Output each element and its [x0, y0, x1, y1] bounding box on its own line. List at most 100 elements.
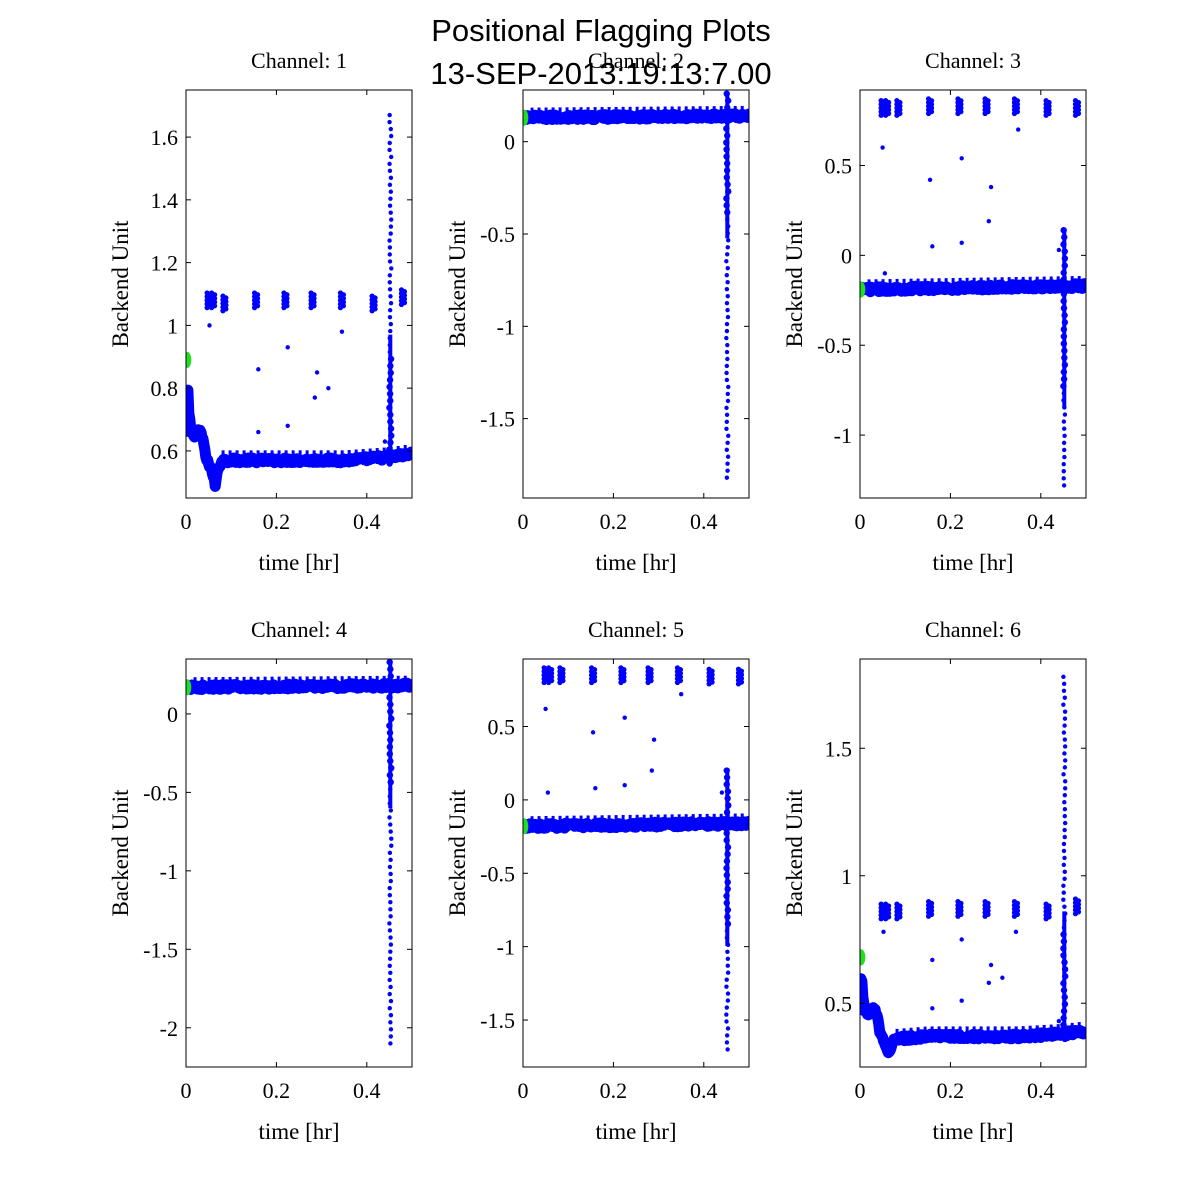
y-axis-label: Backend Unit: [108, 220, 133, 348]
spike-point: [1061, 841, 1067, 847]
spike-point: [1062, 716, 1068, 721]
x-tick-label: 0.2: [263, 509, 291, 534]
outlier-point: [649, 768, 655, 773]
spike-point: [388, 294, 393, 299]
spike-point: [1061, 688, 1067, 693]
y-tick-label: -1: [160, 859, 178, 884]
spike-point: [724, 984, 729, 989]
spike-point: [387, 1005, 392, 1011]
chart-panel-6: 0 0.2 0.4 0.5 1 1.5 Channel: 6 time [hr] Backend…: [782, 617, 1087, 1144]
y-tick-label: 0.6: [151, 439, 179, 464]
chart-panel-5: 0 0.2 0.4 -1.5 -1 -0.5 0 0.5 Channel: 5 time [hr]…: [445, 617, 750, 1144]
outlier-point: [930, 957, 935, 963]
spike-point: [1062, 813, 1067, 819]
spike-point: [724, 377, 730, 383]
spike-point: [389, 266, 394, 271]
outlier-point: [588, 665, 595, 671]
y-tick-label: -0.5: [480, 222, 515, 247]
spike-point: [388, 196, 393, 201]
spike-point: [387, 892, 393, 898]
outlier-point: [955, 96, 961, 102]
spike-point: [1062, 799, 1067, 805]
spike-point: [725, 252, 730, 257]
outlier-point: [986, 980, 992, 986]
outlier-point: [894, 901, 900, 907]
outlier-point: [986, 219, 992, 224]
spike-point: [387, 977, 392, 983]
spike-point: [1062, 827, 1067, 833]
spike-point: [1062, 765, 1068, 770]
x-tick-label: 0: [181, 509, 192, 534]
y-tick-label: 0.5: [825, 991, 853, 1016]
spike-point: [724, 335, 729, 341]
outlier-point: [369, 293, 375, 299]
y-tick-label: -1.5: [143, 937, 178, 962]
spike-point: [387, 287, 393, 292]
outlier-point: [706, 666, 712, 672]
spike-point: [725, 342, 730, 348]
outlier-point: [593, 785, 598, 791]
y-tick-label: 1.4: [151, 188, 179, 213]
spike-point: [387, 182, 393, 187]
outlier-point: [541, 665, 547, 671]
x-tick-label: 0: [518, 1078, 529, 1103]
y-tick-label: 1: [841, 864, 852, 889]
outlier-point: [959, 998, 964, 1003]
spike-point: [725, 307, 730, 313]
spike-point: [1061, 848, 1067, 854]
y-tick-label: 0.5: [825, 153, 853, 178]
outlier-point: [1016, 127, 1021, 132]
spike-point: [387, 259, 393, 264]
x-tick-label: 0.2: [263, 1078, 291, 1103]
spike-point: [725, 949, 730, 954]
spike-point: [1062, 744, 1068, 749]
spike-point: [388, 126, 394, 132]
start-marker: [186, 679, 192, 696]
x-tick-label: 0.4: [353, 509, 381, 534]
spike-point: [724, 1033, 730, 1038]
spike-point: [725, 440, 730, 445]
outlier-point: [1056, 247, 1062, 253]
outlier-point: [674, 665, 681, 671]
start-marker: [860, 949, 866, 966]
outlier-point: [204, 290, 210, 296]
start-marker: [860, 281, 866, 298]
x-tick-label: 0.2: [937, 1078, 965, 1103]
y-tick-label: 0: [504, 130, 515, 155]
outlier-point: [1072, 98, 1079, 104]
spike-point: [1062, 834, 1067, 840]
spike-point: [724, 370, 729, 376]
spike-point: [724, 273, 729, 278]
spike-point: [1062, 876, 1067, 881]
outlier-point: [207, 323, 212, 328]
spike-point: [388, 321, 394, 327]
x-axis-label: time [hr]: [258, 1119, 339, 1144]
spike-point: [387, 963, 392, 968]
outlier-point: [982, 96, 988, 102]
outlier-point: [546, 665, 552, 671]
spike-point: [725, 398, 731, 404]
y-tick-label: 0: [504, 788, 515, 813]
spike-point: [388, 1034, 394, 1039]
spike-point: [387, 168, 393, 174]
outlier-point: [209, 290, 215, 296]
spike-point: [387, 815, 392, 820]
figure-title-line-1: Positional Flagging Plots: [431, 13, 770, 48]
spike-point: [388, 1013, 394, 1018]
spike-point: [387, 273, 393, 278]
spike-point: [725, 1047, 730, 1052]
spike-point: [389, 836, 394, 841]
outlier-point: [622, 715, 627, 720]
x-tick-label: 0.4: [1027, 1078, 1055, 1103]
spike-point: [724, 349, 730, 355]
y-axis-label: Backend Unit: [445, 789, 470, 917]
outlier-point: [651, 737, 657, 742]
spike-point: [1061, 890, 1066, 895]
x-axis-label: time [hr]: [595, 1119, 676, 1144]
spike-point: [1062, 412, 1068, 417]
spike-point: [1062, 855, 1067, 861]
spike-point: [724, 419, 730, 425]
spike-point: [724, 405, 729, 411]
outlier-point: [988, 962, 994, 968]
spike-point: [387, 991, 392, 997]
